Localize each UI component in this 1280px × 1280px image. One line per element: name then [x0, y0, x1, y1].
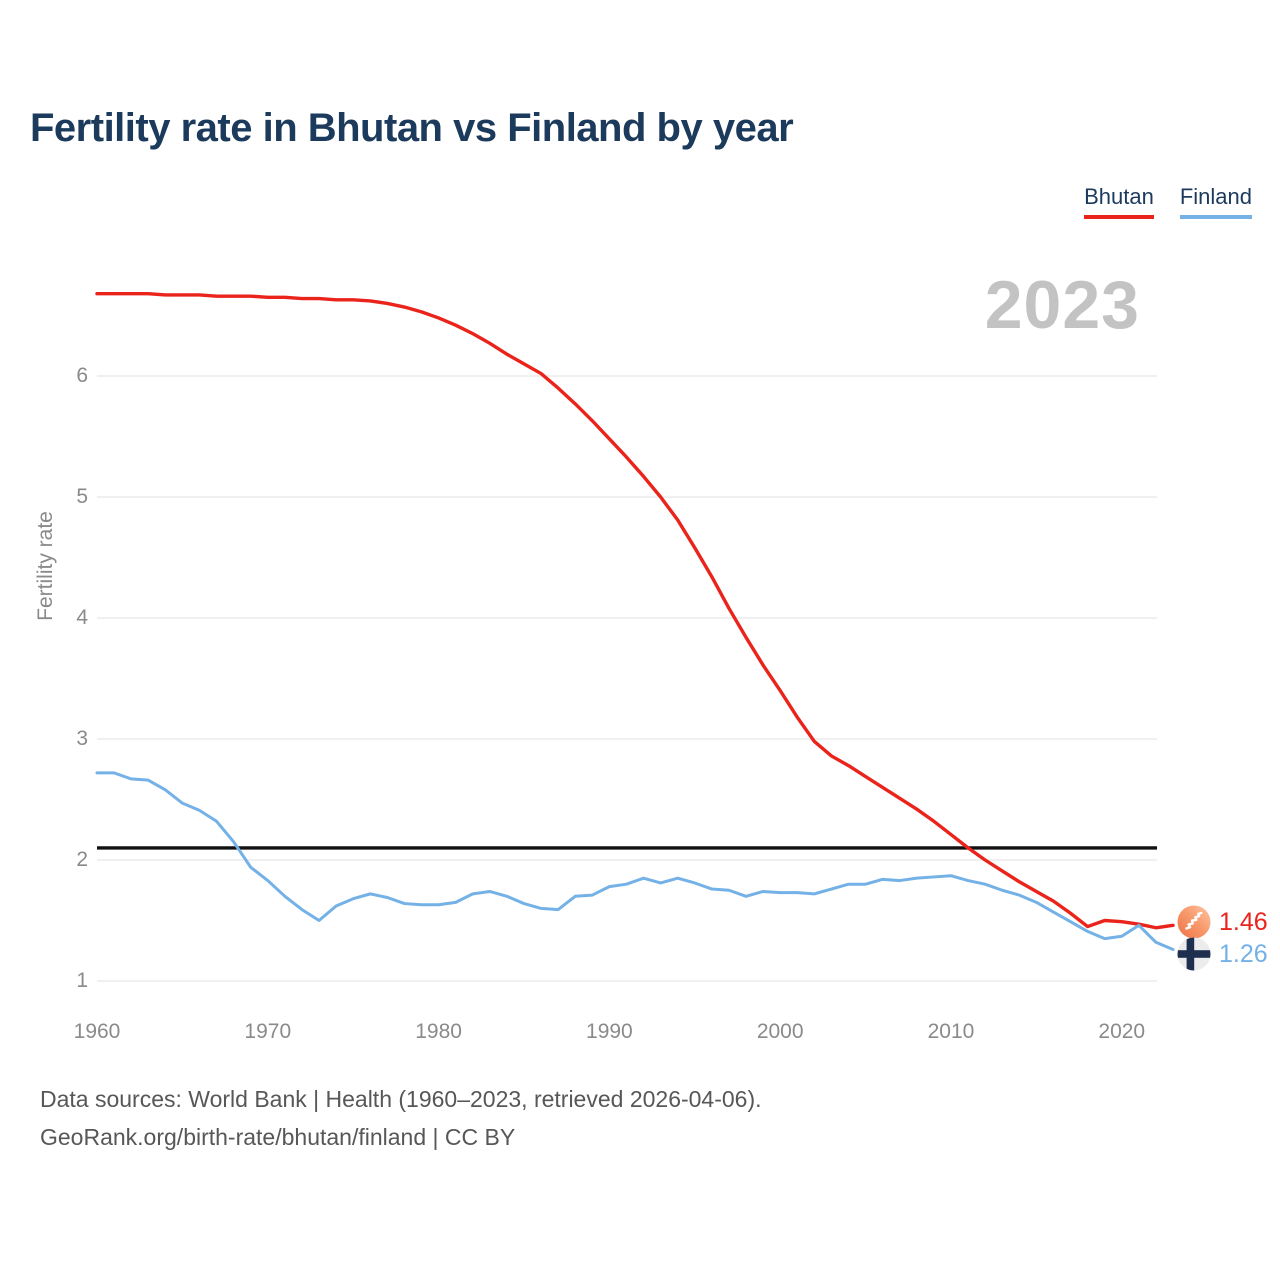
- finland-end-label: 1.26: [1177, 937, 1268, 971]
- x-tick-label: 1980: [415, 1020, 462, 1043]
- page-title: Fertility rate in Bhutan vs Finland by y…: [30, 106, 794, 150]
- finland-flag-icon: [1177, 937, 1211, 971]
- legend-item-finland[interactable]: Finland: [1179, 184, 1252, 219]
- footer-sources-line: Data sources: World Bank | Health (1960–…: [40, 1086, 762, 1112]
- y-tick-label: 1: [76, 969, 88, 992]
- bhutan-line: [95, 292, 1175, 930]
- x-tick-label: 2020: [1098, 1020, 1146, 1043]
- x-tick-label: 1960: [73, 1020, 121, 1043]
- finland-end-value: 1.26: [1219, 939, 1268, 968]
- gridlines: [97, 375, 1157, 982]
- y-tick-label: 5: [76, 485, 88, 508]
- x-tick-label: 2010: [927, 1020, 975, 1043]
- year-watermark: 2023: [984, 267, 1140, 343]
- y-tick-label: 6: [76, 364, 88, 387]
- bhutan-flag-icon: [1177, 905, 1211, 939]
- x-tick-label: 2000: [756, 1020, 804, 1043]
- data-series: [95, 292, 1175, 952]
- y-tick-label: 3: [76, 727, 88, 750]
- y-tick-label: 2: [76, 848, 88, 871]
- y-tick-label: 4: [76, 606, 88, 629]
- legend: Bhutan Finland: [1084, 184, 1252, 219]
- bhutan-end-value: 1.46: [1219, 907, 1268, 936]
- finland-line: [95, 771, 1175, 952]
- footer-attribution-line: GeoRank.org/birth-rate/bhutan/finland | …: [40, 1124, 516, 1150]
- x-tick-label: 1990: [586, 1020, 633, 1043]
- footer: Data sources: World Bank | Health (1960–…: [40, 1080, 762, 1156]
- legend-item-bhutan[interactable]: Bhutan: [1084, 184, 1154, 219]
- bhutan-end-label: 1.46: [1177, 905, 1268, 939]
- x-tick-label: 1970: [244, 1020, 292, 1043]
